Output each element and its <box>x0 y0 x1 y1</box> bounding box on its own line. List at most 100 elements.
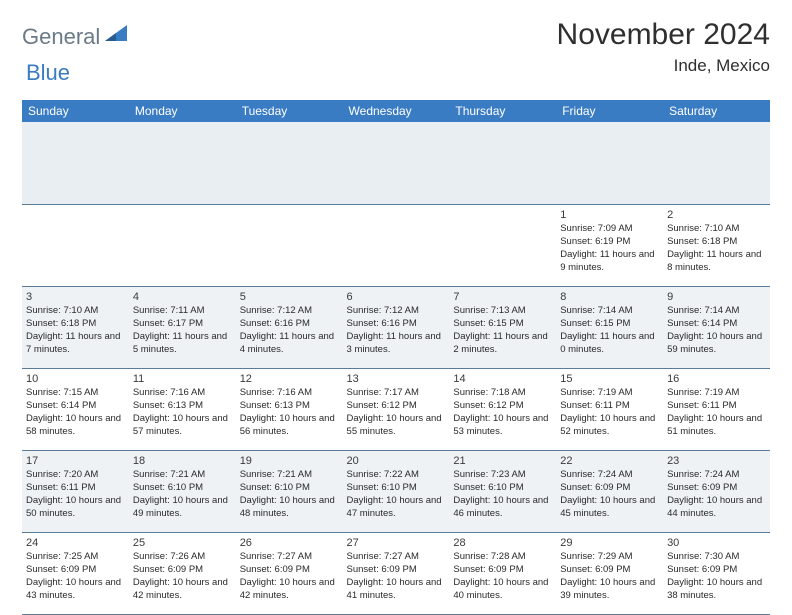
calendar-cell <box>236 204 343 286</box>
daylight-line: Daylight: 10 hours and 58 minutes. <box>26 413 125 439</box>
daylight-line: Daylight: 11 hours and 8 minutes. <box>667 249 766 275</box>
calendar-row: 24Sunrise: 7:25 AMSunset: 6:09 PMDayligh… <box>22 532 770 614</box>
daylight-line: Daylight: 11 hours and 9 minutes. <box>560 249 659 275</box>
sunset-line: Sunset: 6:09 PM <box>667 482 766 495</box>
sunset-line: Sunset: 6:10 PM <box>453 482 552 495</box>
daylight-line: Daylight: 10 hours and 47 minutes. <box>347 495 446 521</box>
daylight-line: Daylight: 11 hours and 4 minutes. <box>240 331 339 357</box>
calendar-cell: 26Sunrise: 7:27 AMSunset: 6:09 PMDayligh… <box>236 532 343 614</box>
day-number: 21 <box>453 454 552 469</box>
sunset-line: Sunset: 6:09 PM <box>667 564 766 577</box>
daylight-line: Daylight: 10 hours and 51 minutes. <box>667 413 766 439</box>
day-number: 23 <box>667 454 766 469</box>
day-number: 1 <box>560 208 659 223</box>
daylight-line: Daylight: 10 hours and 55 minutes. <box>347 413 446 439</box>
sunrise-line: Sunrise: 7:16 AM <box>240 387 339 400</box>
day-number: 6 <box>347 290 446 305</box>
day-number: 18 <box>133 454 232 469</box>
daylight-line: Daylight: 10 hours and 40 minutes. <box>453 577 552 603</box>
sunrise-line: Sunrise: 7:20 AM <box>26 469 125 482</box>
sunset-line: Sunset: 6:09 PM <box>26 564 125 577</box>
logo: General <box>22 18 129 50</box>
sunrise-line: Sunrise: 7:11 AM <box>133 305 232 318</box>
sunset-line: Sunset: 6:16 PM <box>240 318 339 331</box>
logo-text-blue: Blue <box>26 60 70 86</box>
calendar-cell: 21Sunrise: 7:23 AMSunset: 6:10 PMDayligh… <box>449 450 556 532</box>
calendar-row: 17Sunrise: 7:20 AMSunset: 6:11 PMDayligh… <box>22 450 770 532</box>
daylight-line: Daylight: 11 hours and 2 minutes. <box>453 331 552 357</box>
sunset-line: Sunset: 6:11 PM <box>560 400 659 413</box>
sunset-line: Sunset: 6:09 PM <box>347 564 446 577</box>
page-location: Inde, Mexico <box>557 56 770 76</box>
calendar-cell: 17Sunrise: 7:20 AMSunset: 6:11 PMDayligh… <box>22 450 129 532</box>
day-number: 12 <box>240 372 339 387</box>
daylight-line: Daylight: 10 hours and 39 minutes. <box>560 577 659 603</box>
day-number: 4 <box>133 290 232 305</box>
daylight-line: Daylight: 10 hours and 56 minutes. <box>240 413 339 439</box>
daylight-line: Daylight: 10 hours and 43 minutes. <box>26 577 125 603</box>
daylight-line: Daylight: 10 hours and 57 minutes. <box>133 413 232 439</box>
calendar-cell: 18Sunrise: 7:21 AMSunset: 6:10 PMDayligh… <box>129 450 236 532</box>
daylight-line: Daylight: 10 hours and 38 minutes. <box>667 577 766 603</box>
calendar-cell: 4Sunrise: 7:11 AMSunset: 6:17 PMDaylight… <box>129 286 236 368</box>
sunset-line: Sunset: 6:09 PM <box>240 564 339 577</box>
sunrise-line: Sunrise: 7:27 AM <box>240 551 339 564</box>
sunrise-line: Sunrise: 7:21 AM <box>133 469 232 482</box>
sunset-line: Sunset: 6:18 PM <box>26 318 125 331</box>
sunset-line: Sunset: 6:15 PM <box>453 318 552 331</box>
day-number: 3 <box>26 290 125 305</box>
calendar-cell <box>449 204 556 286</box>
sunset-line: Sunset: 6:09 PM <box>560 564 659 577</box>
calendar-cell: 16Sunrise: 7:19 AMSunset: 6:11 PMDayligh… <box>663 368 770 450</box>
day-number: 29 <box>560 536 659 551</box>
day-number: 20 <box>347 454 446 469</box>
sunset-line: Sunset: 6:19 PM <box>560 236 659 249</box>
day-number: 14 <box>453 372 552 387</box>
sunset-line: Sunset: 6:16 PM <box>347 318 446 331</box>
calendar-cell: 6Sunrise: 7:12 AMSunset: 6:16 PMDaylight… <box>343 286 450 368</box>
calendar-cell: 15Sunrise: 7:19 AMSunset: 6:11 PMDayligh… <box>556 368 663 450</box>
calendar-body: 1Sunrise: 7:09 AMSunset: 6:19 PMDaylight… <box>22 122 770 614</box>
sunset-line: Sunset: 6:14 PM <box>26 400 125 413</box>
calendar-cell: 11Sunrise: 7:16 AMSunset: 6:13 PMDayligh… <box>129 368 236 450</box>
calendar-cell <box>129 204 236 286</box>
day-number: 10 <box>26 372 125 387</box>
sunset-line: Sunset: 6:10 PM <box>240 482 339 495</box>
calendar-cell: 29Sunrise: 7:29 AMSunset: 6:09 PMDayligh… <box>556 532 663 614</box>
day-number: 27 <box>347 536 446 551</box>
sunrise-line: Sunrise: 7:29 AM <box>560 551 659 564</box>
calendar-cell: 12Sunrise: 7:16 AMSunset: 6:13 PMDayligh… <box>236 368 343 450</box>
sunset-line: Sunset: 6:13 PM <box>133 400 232 413</box>
logo-triangle-icon <box>105 25 127 46</box>
calendar-table: Sunday Monday Tuesday Wednesday Thursday… <box>22 100 770 615</box>
weekday-header: Thursday <box>449 100 556 122</box>
sunrise-line: Sunrise: 7:12 AM <box>240 305 339 318</box>
sunset-line: Sunset: 6:09 PM <box>560 482 659 495</box>
sunset-line: Sunset: 6:13 PM <box>240 400 339 413</box>
calendar-cell <box>22 204 129 286</box>
calendar-cell: 22Sunrise: 7:24 AMSunset: 6:09 PMDayligh… <box>556 450 663 532</box>
calendar-cell: 2Sunrise: 7:10 AMSunset: 6:18 PMDaylight… <box>663 204 770 286</box>
day-number: 7 <box>453 290 552 305</box>
sunset-line: Sunset: 6:14 PM <box>667 318 766 331</box>
day-number: 16 <box>667 372 766 387</box>
daylight-line: Daylight: 10 hours and 46 minutes. <box>453 495 552 521</box>
sunset-line: Sunset: 6:10 PM <box>347 482 446 495</box>
calendar-cell: 28Sunrise: 7:28 AMSunset: 6:09 PMDayligh… <box>449 532 556 614</box>
calendar-cell: 9Sunrise: 7:14 AMSunset: 6:14 PMDaylight… <box>663 286 770 368</box>
sunrise-line: Sunrise: 7:16 AM <box>133 387 232 400</box>
sunrise-line: Sunrise: 7:13 AM <box>453 305 552 318</box>
sunrise-line: Sunrise: 7:24 AM <box>667 469 766 482</box>
day-number: 2 <box>667 208 766 223</box>
calendar-cell: 10Sunrise: 7:15 AMSunset: 6:14 PMDayligh… <box>22 368 129 450</box>
daylight-line: Daylight: 10 hours and 59 minutes. <box>667 331 766 357</box>
sunrise-line: Sunrise: 7:19 AM <box>667 387 766 400</box>
daylight-line: Daylight: 11 hours and 7 minutes. <box>26 331 125 357</box>
daylight-line: Daylight: 10 hours and 50 minutes. <box>26 495 125 521</box>
day-number: 17 <box>26 454 125 469</box>
calendar-cell: 23Sunrise: 7:24 AMSunset: 6:09 PMDayligh… <box>663 450 770 532</box>
sunset-line: Sunset: 6:18 PM <box>667 236 766 249</box>
day-number: 8 <box>560 290 659 305</box>
sunset-line: Sunset: 6:09 PM <box>453 564 552 577</box>
daylight-line: Daylight: 10 hours and 41 minutes. <box>347 577 446 603</box>
